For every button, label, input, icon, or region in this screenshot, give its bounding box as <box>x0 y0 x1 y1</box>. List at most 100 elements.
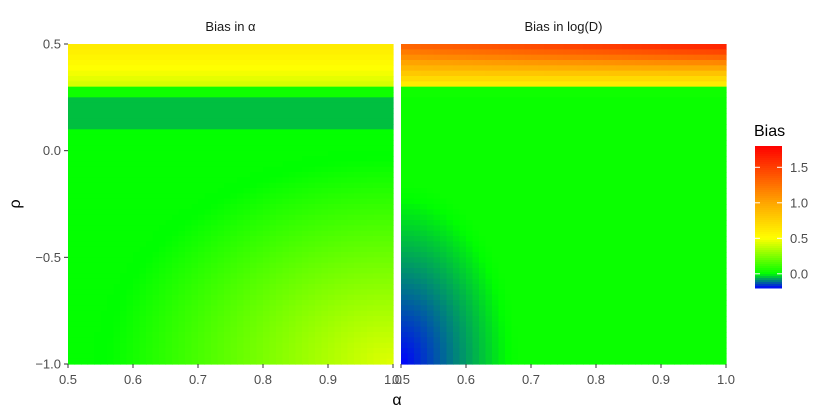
heatmap-cell <box>230 108 238 114</box>
heatmap-cell <box>172 44 180 50</box>
heatmap-cell <box>466 246 474 253</box>
heatmap-cell <box>498 294 506 301</box>
heatmap-cell <box>315 177 323 184</box>
heatmap-cell <box>360 262 368 269</box>
heatmap-cell <box>113 348 121 354</box>
heatmap-cell <box>256 193 264 200</box>
heatmap-cell <box>472 337 480 344</box>
heatmap-cell <box>152 76 160 82</box>
heatmap-cell <box>446 81 454 88</box>
heatmap-cell <box>589 332 597 338</box>
heatmap-cell <box>191 81 199 88</box>
heatmap-cell <box>401 220 409 226</box>
heatmap-cell <box>74 294 82 301</box>
heatmap-cell <box>87 54 95 61</box>
heatmap-cell <box>446 257 454 264</box>
heatmap-cell <box>321 342 329 349</box>
heatmap-cell <box>446 252 454 258</box>
heatmap-cell <box>334 209 342 216</box>
heatmap-cell <box>321 198 329 205</box>
heatmap-cell <box>146 150 154 157</box>
heatmap-cell <box>276 97 284 104</box>
heatmap-cell <box>178 140 186 146</box>
heatmap-cell <box>126 321 134 328</box>
heatmap-cell <box>172 284 180 290</box>
heatmap-cell <box>315 92 323 98</box>
heatmap-cell <box>472 81 480 88</box>
heatmap-cell <box>401 49 409 56</box>
heatmap-cell <box>576 156 584 162</box>
heatmap-cell <box>198 337 206 344</box>
heatmap-cell <box>250 289 258 296</box>
heatmap-cell <box>139 337 147 344</box>
heatmap-cell <box>237 124 245 130</box>
heatmap-cell <box>191 166 199 173</box>
heatmap-cell <box>531 193 539 200</box>
heatmap-cell <box>100 182 108 189</box>
heatmap-cell <box>570 284 578 290</box>
heatmap-cell <box>81 305 89 312</box>
heatmap-cell <box>211 172 219 178</box>
heatmap-cell <box>609 225 617 232</box>
heatmap-cell <box>308 326 316 333</box>
heatmap-cell <box>453 86 461 93</box>
heatmap-cell <box>373 65 381 72</box>
heatmap-cell <box>472 294 480 301</box>
heatmap-cell <box>191 305 199 312</box>
heatmap-cell <box>544 289 552 296</box>
heatmap-cell <box>263 230 271 237</box>
heatmap-cell <box>420 337 428 344</box>
heatmap-cell <box>557 337 565 344</box>
heatmap-cell <box>466 220 474 226</box>
heatmap-cell <box>609 209 617 216</box>
heatmap-cell <box>204 348 212 354</box>
heatmap-cell <box>557 118 565 125</box>
heatmap-cell <box>492 44 500 50</box>
heatmap-cell <box>557 161 565 168</box>
heatmap-cell <box>420 214 428 221</box>
heatmap-cell <box>87 305 95 312</box>
heatmap-cell <box>172 252 180 258</box>
heatmap-cell <box>537 262 545 269</box>
heatmap-cell <box>479 102 487 109</box>
heatmap-cell <box>237 166 245 173</box>
heatmap-cell <box>289 54 297 61</box>
heatmap-cell <box>308 81 316 88</box>
heatmap-cell <box>570 241 578 248</box>
heatmap-cell <box>360 305 368 312</box>
heatmap-cell <box>373 182 381 189</box>
heatmap-cell <box>459 230 467 237</box>
heatmap-cell <box>360 220 368 226</box>
heatmap-cell <box>414 252 422 258</box>
heatmap-cell <box>589 108 597 114</box>
heatmap-cell <box>453 300 461 306</box>
heatmap-cell <box>185 65 193 72</box>
heatmap-cell <box>204 332 212 338</box>
heatmap-cell <box>243 113 251 120</box>
heatmap-cell <box>367 166 375 173</box>
heatmap-cell <box>204 108 212 114</box>
heatmap-cell <box>152 273 160 280</box>
heatmap-cell <box>347 289 355 296</box>
heatmap-cell <box>472 316 480 322</box>
heatmap-cell <box>152 284 160 290</box>
heatmap-cell <box>250 150 258 157</box>
heatmap-cell <box>68 161 76 168</box>
heatmap-cell <box>609 214 617 221</box>
heatmap-cell <box>373 214 381 221</box>
heatmap-cell <box>191 172 199 178</box>
heatmap-cell <box>511 310 519 317</box>
heatmap-cell <box>433 326 441 333</box>
heatmap-cell <box>178 225 186 232</box>
heatmap-cell <box>380 92 388 98</box>
heatmap-cell <box>550 332 558 338</box>
heatmap-cell <box>185 97 193 104</box>
heatmap-cell <box>367 161 375 168</box>
heatmap-cell <box>557 76 565 82</box>
heatmap-cell <box>87 49 95 56</box>
heatmap-cell <box>165 252 173 258</box>
heatmap-cell <box>191 348 199 354</box>
heatmap-cell <box>414 289 422 296</box>
heatmap-cell <box>386 348 394 354</box>
heatmap-cell <box>602 124 610 130</box>
